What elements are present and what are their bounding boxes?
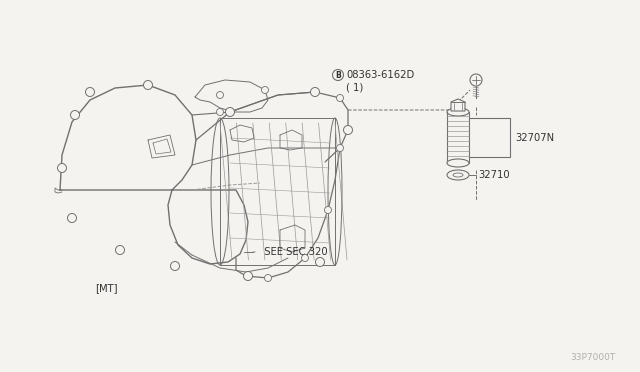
Circle shape xyxy=(225,108,234,116)
Circle shape xyxy=(216,92,223,99)
Circle shape xyxy=(344,125,353,135)
Circle shape xyxy=(143,80,152,90)
Ellipse shape xyxy=(447,108,469,116)
Circle shape xyxy=(262,87,269,93)
Circle shape xyxy=(243,272,253,280)
Polygon shape xyxy=(451,99,465,111)
Text: 32710: 32710 xyxy=(478,170,509,180)
Text: ( 1): ( 1) xyxy=(346,82,364,92)
Circle shape xyxy=(337,144,344,151)
Ellipse shape xyxy=(447,170,469,180)
Ellipse shape xyxy=(453,173,463,177)
Circle shape xyxy=(470,74,482,86)
Text: 08363-6162D: 08363-6162D xyxy=(346,70,414,80)
Circle shape xyxy=(337,94,344,102)
Circle shape xyxy=(170,262,179,270)
Text: 32707N: 32707N xyxy=(515,132,554,142)
Circle shape xyxy=(301,254,308,262)
Circle shape xyxy=(333,70,344,80)
Circle shape xyxy=(115,246,125,254)
Circle shape xyxy=(58,164,67,173)
Circle shape xyxy=(324,206,332,214)
Circle shape xyxy=(67,214,77,222)
Circle shape xyxy=(86,87,95,96)
Circle shape xyxy=(264,275,271,282)
Circle shape xyxy=(216,109,223,115)
Circle shape xyxy=(70,110,79,119)
Text: B: B xyxy=(335,71,341,80)
Text: SEE SEC.320: SEE SEC.320 xyxy=(258,247,328,257)
Circle shape xyxy=(316,257,324,266)
Circle shape xyxy=(310,87,319,96)
Text: [MT]: [MT] xyxy=(95,283,118,293)
Text: 33P7000T: 33P7000T xyxy=(570,353,615,362)
Ellipse shape xyxy=(447,159,469,167)
